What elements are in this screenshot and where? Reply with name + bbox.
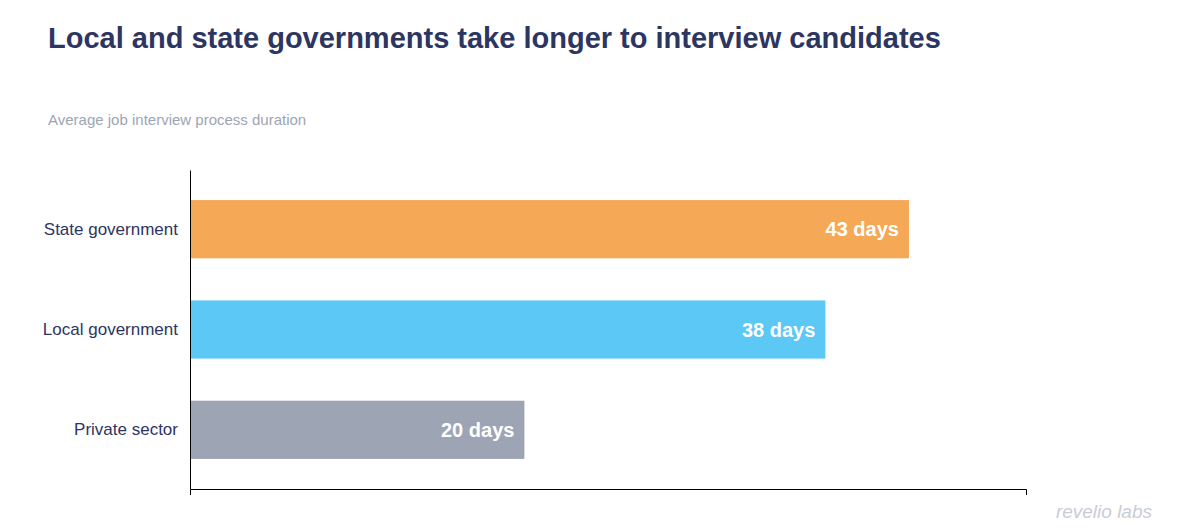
y-tick: Local government bbox=[43, 320, 178, 339]
y-tick: State government bbox=[44, 220, 178, 239]
y-tick: Private sector bbox=[74, 420, 178, 439]
y-axis-line bbox=[190, 171, 191, 490]
y-axis: State government Local government Private … bbox=[43, 171, 191, 490]
title: Local and state governments take longer … bbox=[48, 22, 941, 54]
y-tick-label: State government bbox=[44, 220, 178, 239]
data-label: 38 days bbox=[742, 319, 815, 341]
subtitle: Average job interview process duration bbox=[48, 111, 306, 128]
x-axis bbox=[191, 490, 1027, 496]
bar bbox=[190, 401, 524, 459]
bar bbox=[190, 200, 909, 258]
chart: Local and state governments take longer … bbox=[0, 0, 1200, 532]
plot: 43 days 38 days 20 days State government Loc… bbox=[43, 171, 1027, 496]
data-label: 20 days bbox=[441, 419, 514, 441]
annotation: revelio labs bbox=[1056, 501, 1153, 522]
data-labels: 43 days 38 days 20 days bbox=[441, 218, 899, 441]
bars bbox=[190, 200, 909, 459]
data-label: 43 days bbox=[826, 218, 899, 240]
x-axis-line bbox=[191, 490, 1027, 496]
bar bbox=[190, 300, 825, 358]
y-tick-label: Local government bbox=[43, 320, 178, 339]
y-tick-label: Private sector bbox=[74, 420, 178, 439]
